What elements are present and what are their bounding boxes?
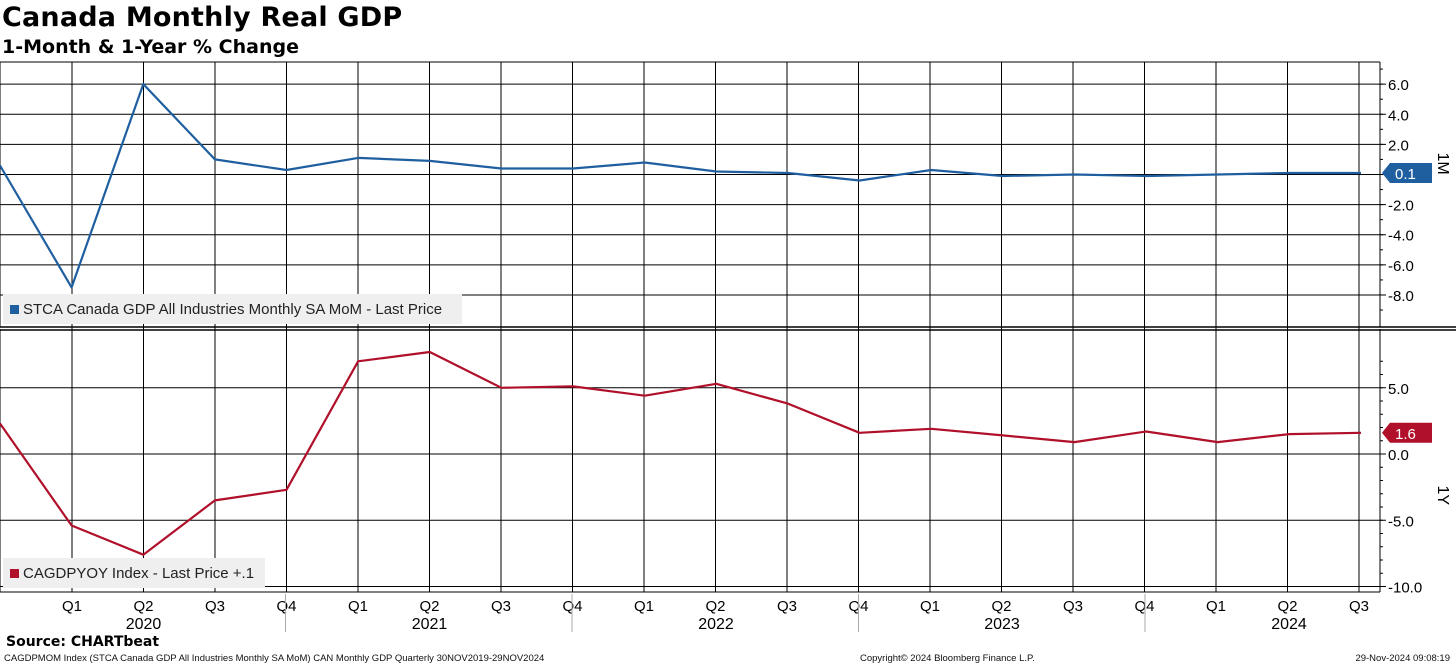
x-tick-label: Q3	[205, 598, 225, 615]
x-tick-label: Q1	[62, 598, 82, 615]
series-line	[0, 350, 1362, 556]
x-tick-label: Q2	[133, 598, 153, 615]
y-tick-label: 4.0	[1388, 107, 1409, 124]
x-tick-label: Q3	[777, 598, 797, 615]
source-note: Source: CHARTbeat	[6, 634, 160, 650]
last-value-tag	[1382, 162, 1432, 183]
legend-background	[3, 558, 265, 588]
x-tick-label: Q2	[1277, 598, 1297, 615]
y-tick-label: 5.0	[1388, 381, 1409, 398]
x-tick-label: Q1	[348, 598, 368, 615]
x-tick-label: Q3	[1349, 598, 1369, 615]
legend-swatch	[10, 569, 19, 578]
legend-label: STCA Canada GDP All Industries Monthly S…	[23, 301, 442, 318]
x-year-label: 2022	[698, 616, 734, 633]
footer-description: CAGDPMOM Index (STCA Canada GDP All Indu…	[4, 653, 545, 664]
x-year-label: 2020	[126, 616, 162, 633]
x-year-label: 2021	[412, 616, 448, 633]
y-tick-label: -5.0	[1388, 513, 1414, 530]
last-value-label: 1.6	[1395, 426, 1416, 443]
y-tick-label: -4.0	[1388, 228, 1414, 245]
x-year-label: 2024	[1271, 616, 1307, 633]
x-tick-label: Q2	[991, 598, 1011, 615]
x-tick-label: Q2	[419, 598, 439, 615]
series-line	[0, 82, 1361, 289]
axis-title: 1Y	[1434, 486, 1451, 506]
y-tick-label: -10.0	[1388, 580, 1422, 597]
y-tick-label: 0.0	[1388, 447, 1409, 464]
y-tick-label: -8.0	[1388, 288, 1414, 305]
chart-subtitle: 1-Month & 1-Year % Change	[2, 36, 299, 58]
x-tick-label: Q4	[276, 598, 296, 615]
x-tick-label: Q1	[1206, 598, 1226, 615]
chart-title: Canada Monthly Real GDP	[2, 2, 403, 33]
axis-title: 1M	[1434, 153, 1451, 175]
x-tick-label: Q3	[1063, 598, 1083, 615]
x-tick-label: Q1	[634, 598, 654, 615]
x-tick-label: Q2	[705, 598, 725, 615]
y-tick-label: 2.0	[1388, 137, 1409, 154]
legend-label: CAGDPYOY Index - Last Price +.1	[23, 565, 254, 582]
x-tick-label: Q3	[491, 598, 511, 615]
footer-copyright: Copyright© 2024 Bloomberg Finance L.P.	[860, 653, 1035, 664]
y-tick-label: -2.0	[1388, 198, 1414, 215]
legend-background	[3, 294, 462, 324]
y-tick-label: -6.0	[1388, 258, 1414, 275]
last-value-tag	[1382, 422, 1432, 443]
footer-timestamp: 29-Nov-2024 09:08:19	[1355, 653, 1450, 664]
y-tick-label: 6.0	[1388, 77, 1409, 94]
x-tick-label: Q1	[920, 598, 940, 615]
x-year-label: 2023	[984, 616, 1020, 633]
last-value-label: 0.1	[1395, 166, 1416, 183]
legend-swatch	[10, 305, 19, 314]
